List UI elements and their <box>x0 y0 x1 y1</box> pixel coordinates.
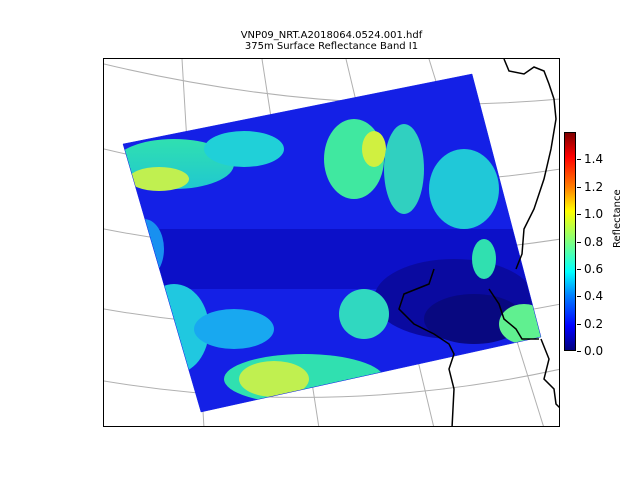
colorbar-tick-label: 1.2 <box>584 180 604 194</box>
parallel-line <box>104 63 559 105</box>
colorbar-tick <box>577 351 581 352</box>
coastline <box>398 59 559 426</box>
reflectance-swath <box>123 74 541 412</box>
map-title-band: 375m Surface Reflectance Band I1 <box>244 41 419 52</box>
colorbar-tick <box>577 269 581 270</box>
colorbar-tick-label: 1.0 <box>584 207 604 221</box>
parallel-line <box>104 368 559 398</box>
colorbar-tick-label: 0.0 <box>584 344 604 358</box>
colorbar-tick-label: 0.2 <box>584 317 604 331</box>
colorbar-tick <box>577 242 581 243</box>
colorbar-tick-label: 0.4 <box>584 289 604 303</box>
colorbar-tick <box>577 214 581 215</box>
map-title-filename: VNP09_NRT.A2018064.0524.001.hdf <box>240 30 423 41</box>
colorbar-tick <box>577 187 581 188</box>
map-plot-area <box>103 58 560 427</box>
colorbar-tick <box>577 159 581 160</box>
colorbar-tick <box>577 296 581 297</box>
colorbar <box>564 132 576 351</box>
colorbar-label: Reflectance <box>612 189 623 248</box>
colorbar-tick <box>577 324 581 325</box>
colorbar-tick-label: 0.8 <box>584 235 604 249</box>
colorbar-tick-label: 0.6 <box>584 262 604 276</box>
colorbar-tick-label: 1.4 <box>584 152 604 166</box>
map-canvas <box>104 59 559 426</box>
